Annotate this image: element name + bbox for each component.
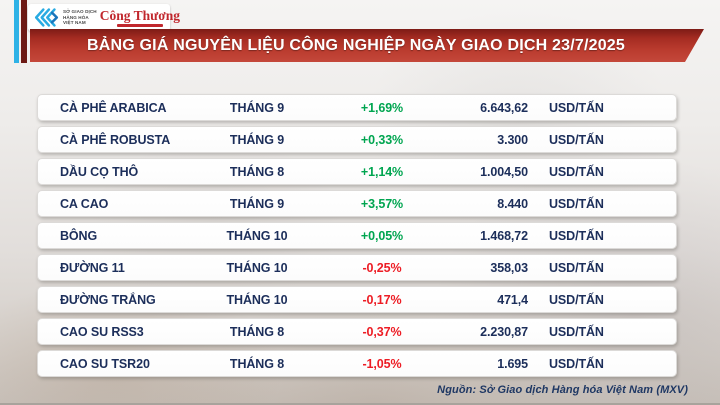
congthuong-logo-bar	[116, 23, 163, 27]
change-percent: +0,33%	[360, 132, 404, 147]
table-row: CAO SU TSR20 THÁNG 8 -1,05% 1.695 USD/TẤN	[37, 350, 677, 377]
commodity-name: CÀ PHÊ ARABICA	[60, 100, 167, 115]
commodity-price-table: CÀ PHÊ ARABICA THÁNG 9 +1,69% 6.643,62 USD/T…	[37, 94, 677, 382]
commodity-name: ĐƯỜNG TRẮNG	[60, 292, 156, 307]
header-logo-card: SỞ GIAO DỊCH HÀNG HÓA VIỆT NAM Công Thươ…	[28, 4, 180, 31]
congthuong-logo-text: Công Thương	[99, 7, 180, 23]
commodity-name: BÔNG	[60, 228, 98, 243]
price-unit: USD/TẤN	[549, 228, 604, 243]
commodity-name: DẦU CỌ THÔ	[60, 164, 139, 179]
table-row: ĐƯỜNG TRẮNG THÁNG 10 -0,17% 471,4 USD/TẤN	[37, 286, 677, 313]
price-unit: USD/TẤN	[549, 132, 604, 147]
title-banner: BẢNG GIÁ NGUYÊN LIỆU CÔNG NGHIỆP NGÀY GI…	[30, 29, 704, 62]
commodity-name: ĐƯỜNG 11	[60, 260, 125, 275]
price-value: 1.468,72	[480, 228, 528, 243]
price-value: 358,03	[490, 260, 528, 275]
price-unit: USD/TẤN	[549, 260, 604, 275]
contract-month: THÁNG 10	[226, 260, 288, 275]
price-unit: USD/TẤN	[549, 164, 604, 179]
mxv-logo-line1: SỞ GIAO DỊCH	[63, 8, 97, 14]
contract-month: THÁNG 10	[226, 228, 288, 243]
table-row: CA CAO THÁNG 9 +3,57% 8.440 USD/TẤN	[37, 190, 677, 217]
table-row: CÀ PHÊ ARABICA THÁNG 9 +1,69% 6.643,62 USD/T…	[37, 94, 677, 121]
price-unit: USD/TẤN	[549, 196, 604, 211]
price-value: 2.230,87	[480, 324, 528, 339]
contract-month: THÁNG 9	[229, 132, 285, 147]
price-value: 8.440	[497, 196, 528, 211]
change-percent: +1,14%	[360, 164, 404, 179]
commodity-name: CAO SU RSS3	[60, 324, 144, 339]
source-note: Nguồn: Sở Giao dịch Hàng hóa Việt Nam (M…	[437, 384, 688, 396]
price-unit: USD/TẤN	[549, 292, 604, 307]
price-unit: USD/TẤN	[549, 324, 604, 339]
change-percent: -0,37%	[362, 324, 402, 339]
price-value: 3.300	[497, 132, 528, 147]
left-accent-stripe-maroon	[21, 0, 27, 63]
mxv-logo-line3: VIỆT NAM	[63, 20, 86, 26]
change-percent: +3,57%	[360, 196, 404, 211]
change-percent: -0,17%	[362, 292, 402, 307]
commodity-name: CA CAO	[60, 196, 109, 211]
contract-month: THÁNG 8	[229, 356, 285, 371]
mxv-logo-text: SỞ GIAO DỊCH HÀNG HÓA VIỆT NAM	[63, 9, 97, 26]
price-value: 471,4	[497, 292, 528, 307]
commodity-name: CAO SU TSR20	[60, 356, 150, 371]
congthuong-logo: Công Thương	[99, 7, 180, 27]
price-unit: USD/TẤN	[549, 100, 604, 115]
change-percent: +0,05%	[360, 228, 404, 243]
table-row: DẦU CỌ THÔ THÁNG 8 +1,14% 1.004,50 USD/TẤN	[37, 158, 677, 185]
price-unit: USD/TẤN	[549, 356, 604, 371]
contract-month: THÁNG 8	[229, 324, 285, 339]
change-percent: -1,05%	[362, 356, 402, 371]
commodity-name: CÀ PHÊ ROBUSTA	[60, 132, 171, 147]
table-row: BÔNG THÁNG 10 +0,05% 1.468,72 USD/TẤN	[37, 222, 677, 249]
table-row: CAO SU RSS3 THÁNG 8 -0,37% 2.230,87 USD/TẤN	[37, 318, 677, 345]
contract-month: THÁNG 10	[226, 292, 288, 307]
price-value: 6.643,62	[480, 100, 528, 115]
mxv-logo-icon	[34, 8, 59, 27]
table-row: CÀ PHÊ ROBUSTA THÁNG 9 +0,33% 3.300 USD/TẤN	[37, 126, 677, 153]
table-row: ĐƯỜNG 11 THÁNG 10 -0,25% 358,03 USD/TẤN	[37, 254, 677, 281]
price-value: 1.004,50	[480, 164, 528, 179]
contract-month: THÁNG 8	[229, 164, 285, 179]
price-value: 1.695	[497, 356, 528, 371]
change-percent: -0,25%	[362, 260, 402, 275]
left-accent-stripe-blue	[14, 0, 19, 63]
mxv-logo-line2: HÀNG HÓA	[63, 14, 89, 20]
contract-month: THÁNG 9	[229, 196, 285, 211]
change-percent: +1,69%	[360, 100, 404, 115]
page-title: BẢNG GIÁ NGUYÊN LIỆU CÔNG NGHIỆP NGÀY GI…	[86, 36, 626, 54]
contract-month: THÁNG 9	[229, 100, 285, 115]
